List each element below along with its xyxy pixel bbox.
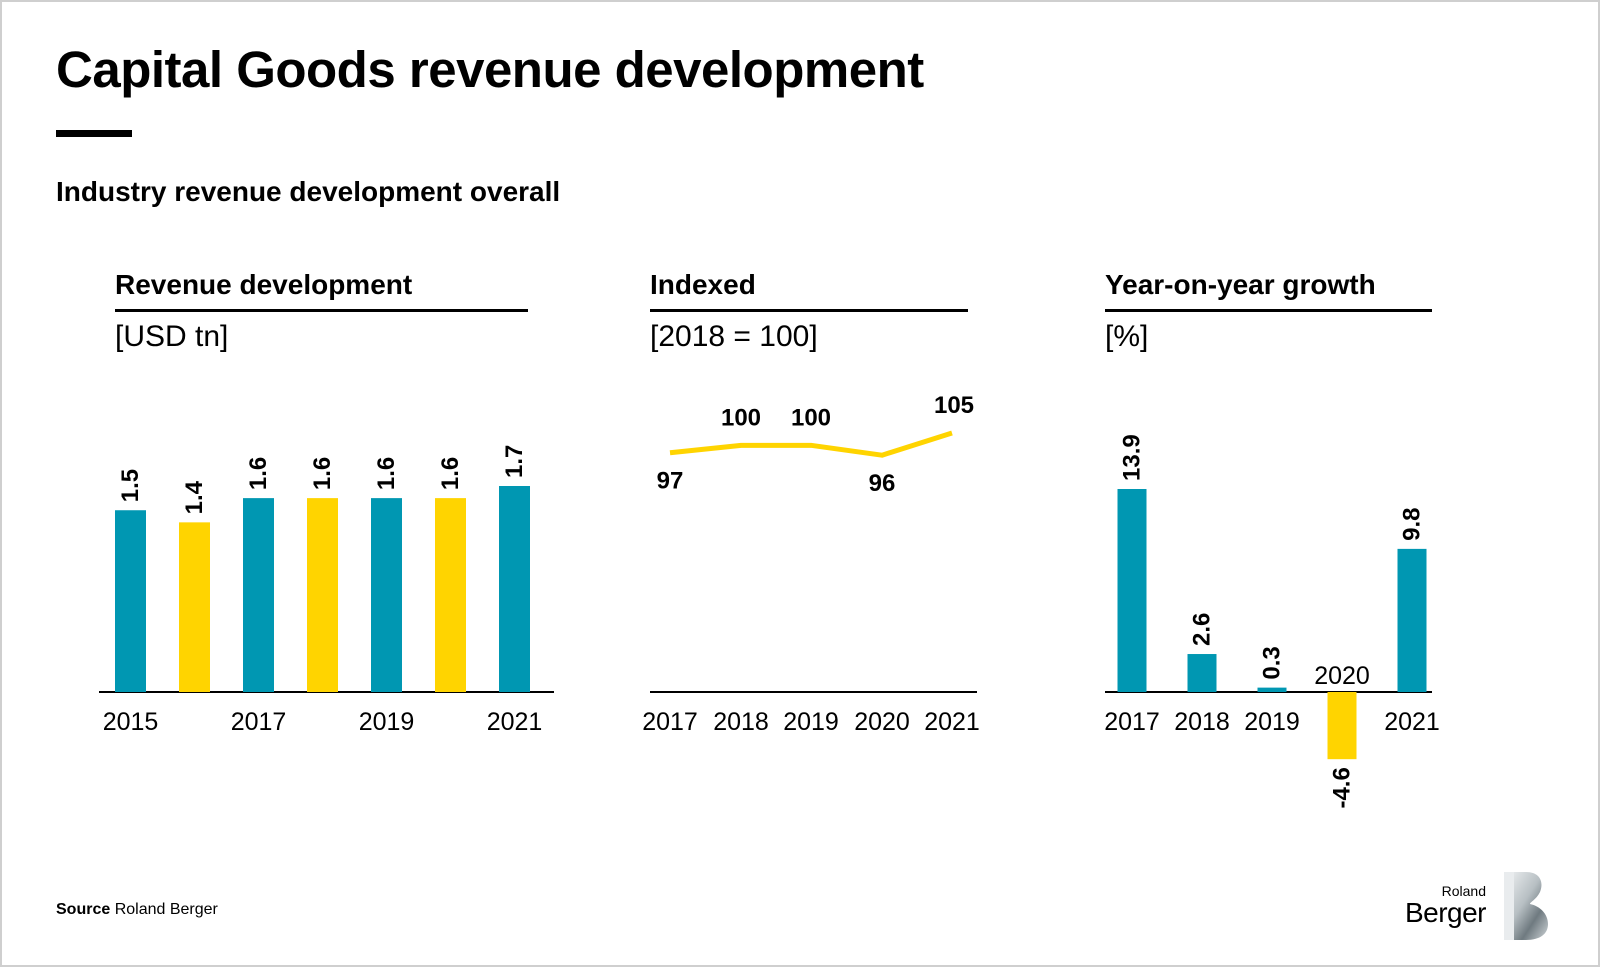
revenue-data-label-2016: 1.4 [181, 480, 208, 514]
indexed-data-label-2017: 97 [657, 468, 684, 495]
source-text: Roland Berger [114, 901, 218, 918]
indexed-x-tick-2018: 2018 [713, 708, 769, 736]
indexed-chart-title: Indexed [650, 269, 756, 300]
indexed-x-tick-2020: 2020 [854, 708, 910, 736]
growth-data-label-2017: 13.9 [1119, 434, 1146, 481]
revenue-bar-2016 [179, 522, 210, 692]
revenue-bar-2019 [371, 498, 402, 692]
roland-berger-logo: Roland Berger [1392, 868, 1552, 946]
revenue-data-label-2018: 1.6 [309, 457, 336, 490]
revenue-x-tick-2017: 2017 [231, 708, 287, 736]
indexed-series-line [669, 430, 953, 458]
revenue-data-label-2020: 1.6 [437, 457, 464, 490]
revenue-data-label-2017: 1.6 [245, 457, 272, 490]
revenue-bar-2018 [307, 498, 338, 692]
growth-bar-2018 [1187, 654, 1217, 692]
growth-bar-2017 [1117, 489, 1147, 692]
source-label: Source [56, 901, 111, 918]
revenue-x-tick-2019: 2019 [359, 708, 415, 736]
indexed-x-tick-2021: 2021 [924, 708, 980, 736]
indexed-data-label-2020: 96 [869, 470, 896, 497]
revenue-bar-2020 [435, 498, 466, 692]
growth-x-tick-2020: 2020 [1314, 662, 1370, 690]
indexed-chart-title-rule [650, 309, 968, 312]
indexed-data-label-2019: 100 [791, 404, 831, 431]
revenue-data-label-2021: 1.7 [501, 445, 528, 478]
growth-x-tick-2017: 2017 [1104, 708, 1160, 736]
growth-chart-title: Year-on-year growth [1105, 269, 1376, 300]
indexed-x-tick-2019: 2019 [783, 708, 839, 736]
growth-data-label-2020: -4.6 [1329, 767, 1356, 808]
revenue-x-tick-2021: 2021 [487, 708, 543, 736]
growth-chart-unit: [%] [1105, 320, 1149, 353]
revenue-x-tick-2015: 2015 [103, 708, 159, 736]
title-underline [56, 130, 132, 137]
growth-data-label-2018: 2.6 [1189, 613, 1216, 646]
growth-x-tick-2019: 2019 [1244, 708, 1300, 736]
b-logo-icon [1504, 872, 1548, 940]
logo-big-text: Berger [1404, 897, 1487, 928]
revenue-chart-title: Revenue development [115, 269, 413, 300]
revenue-data-label-2019: 1.6 [373, 457, 400, 490]
logo-small-text: Roland [1441, 883, 1486, 899]
page-subtitle: Industry revenue development overall [56, 176, 561, 207]
revenue-bar-2015 [115, 510, 146, 692]
revenue-chart-title-rule [115, 309, 528, 312]
growth-data-label-2021: 9.8 [1399, 508, 1426, 541]
revenue-bar-2021 [499, 486, 530, 692]
indexed-chart-unit: [2018 = 100] [650, 320, 818, 353]
indexed-data-label-2018: 100 [721, 404, 761, 431]
growth-data-label-2019: 0.3 [1259, 646, 1286, 679]
growth-x-tick-2021: 2021 [1384, 708, 1440, 736]
revenue-data-label-2015: 1.5 [117, 469, 144, 502]
revenue-bar-2017 [243, 498, 274, 692]
indexed-x-tick-2017: 2017 [642, 708, 698, 736]
growth-bar-2019 [1257, 687, 1287, 692]
growth-x-tick-2018: 2018 [1174, 708, 1230, 736]
growth-bar-2020 [1327, 692, 1357, 760]
growth-chart-title-rule [1105, 309, 1432, 312]
growth-bar-2021 [1397, 548, 1427, 692]
revenue-chart-unit: [USD tn] [115, 320, 229, 353]
source-note: Source Roland Berger [56, 901, 218, 919]
page-title: Capital Goods revenue development [56, 41, 924, 98]
indexed-data-label-2021: 105 [934, 392, 974, 419]
